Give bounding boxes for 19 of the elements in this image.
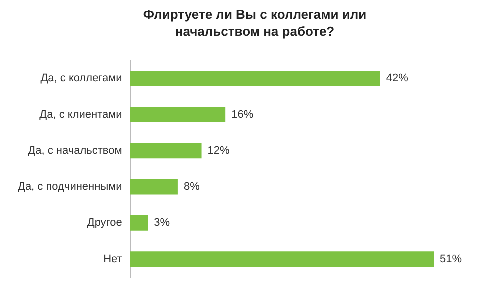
data-label: 42% xyxy=(386,72,409,85)
data-label: 12% xyxy=(208,144,230,157)
bar xyxy=(130,252,434,268)
bar xyxy=(130,179,178,195)
data-label: 51% xyxy=(440,253,462,266)
data-label: 8% xyxy=(184,181,200,194)
y-tick-label: Да, с подчиненными xyxy=(18,181,122,194)
y-tick-label: Нет xyxy=(104,253,122,266)
chart-title: Флиртуете ли Вы с коллегами или начальством на работе? xyxy=(142,6,368,41)
y-tick-label: Да, с начальством xyxy=(28,144,122,157)
bar xyxy=(130,70,380,86)
y-tick-label: Да, с клиентами xyxy=(40,108,122,121)
bar xyxy=(130,143,202,159)
y-tick-label: Другое xyxy=(87,217,122,230)
data-label: 3% xyxy=(154,217,170,230)
y-tick-label: Да, с коллегами xyxy=(40,72,122,85)
data-label: 16% xyxy=(232,108,254,121)
bar xyxy=(130,216,148,231)
bar xyxy=(130,107,226,122)
